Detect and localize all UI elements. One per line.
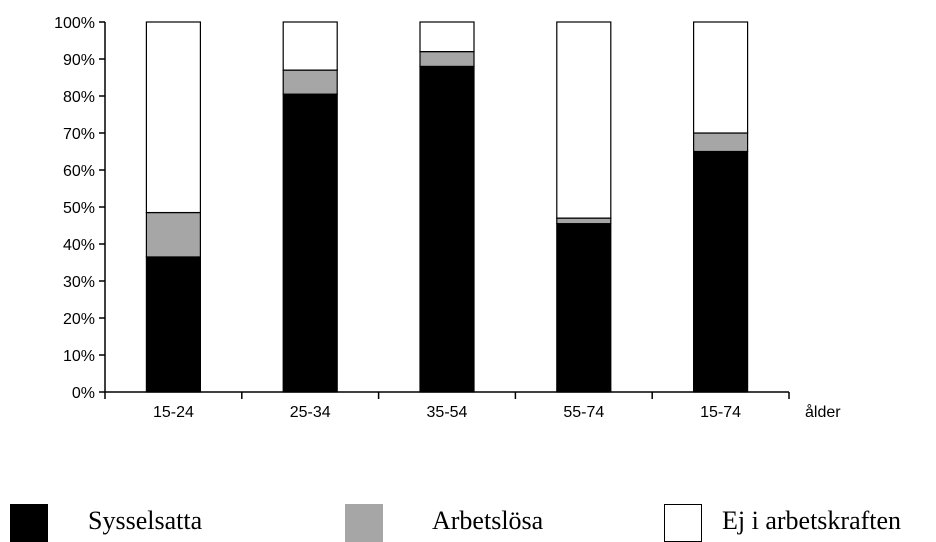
y-tick-label: 20% <box>63 311 95 328</box>
bars-group <box>145 21 749 393</box>
bar-segment-sysselsatta <box>419 65 475 393</box>
y-ticks-group: 0% 10% 20% 30% 40% 50% 60% 70% 80% 90% 100% <box>54 15 105 402</box>
bar-segment-sysselsatta <box>282 93 338 393</box>
bar-segment-arbetslosa <box>556 217 612 225</box>
bar-segment-ej-i-arbetskraften <box>145 21 201 214</box>
bar-segment-sysselsatta <box>556 223 612 393</box>
bar-segment-arbetslosa <box>692 132 749 153</box>
bar-segment-arbetslosa <box>282 69 338 95</box>
legend-label-sysselsatta: Sysselsatta <box>88 506 203 535</box>
legend-label-arbetslosa: Arbetslösa <box>432 506 544 535</box>
x-tick-label: 35-54 <box>427 404 468 421</box>
y-tick-label: 0% <box>72 385 95 402</box>
bar-segment-ej-i-arbetskraften <box>419 21 475 53</box>
legend-swatch-arbetslosa <box>345 504 383 542</box>
y-tick-label: 100% <box>54 15 95 32</box>
bar-segment-ej-i-arbetskraften <box>692 21 749 134</box>
x-tick-label: 55-74 <box>563 404 604 421</box>
bar-segment-arbetslosa <box>419 50 475 67</box>
bar-segment-ej-i-arbetskraften <box>556 21 612 219</box>
y-tick-label: 10% <box>63 348 95 365</box>
x-ticks-group: 15-24 25-34 35-54 55-74 15-74 <box>104 392 790 421</box>
y-tick-label: 30% <box>63 274 95 291</box>
y-tick-label: 90% <box>63 52 95 69</box>
bar-segment-ej-i-arbetskraften <box>282 21 338 71</box>
bar-segment-arbetslosa <box>145 211 201 258</box>
y-tick-label: 80% <box>63 89 95 106</box>
bar-segment-sysselsatta <box>692 150 749 393</box>
y-tick-label: 70% <box>63 126 95 143</box>
y-tick-label: 50% <box>63 200 95 217</box>
legend-swatch-ej-i-arbetskraften <box>664 504 702 542</box>
legend-label-ej-i-arbetskraften: Ej i arbetskraften <box>722 506 902 535</box>
legend-swatch-sysselsatta <box>10 504 48 542</box>
y-tick-label: 60% <box>63 163 95 180</box>
stacked-bar-chart: 0% 10% 20% 30% 40% 50% 60% 70% 80% 90% 100% 15-24 2… <box>54 15 841 421</box>
x-axis-label: ålder <box>805 403 841 421</box>
y-tick-label: 40% <box>63 237 95 254</box>
x-tick-label: 25-34 <box>290 404 331 421</box>
x-tick-label: 15-74 <box>700 404 741 421</box>
x-tick-label: 15-24 <box>153 404 194 421</box>
bar-segment-sysselsatta <box>145 256 201 393</box>
